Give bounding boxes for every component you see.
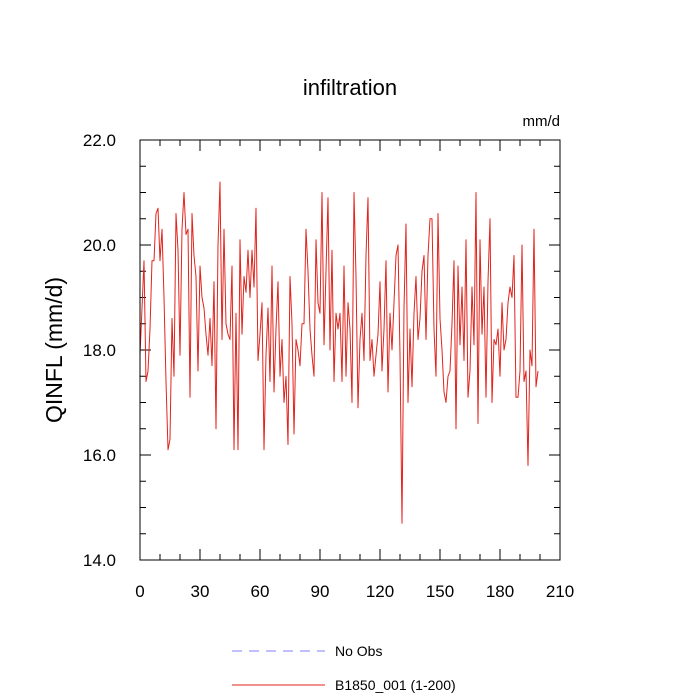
y-tick-label: 20.0 (83, 236, 116, 255)
y-tick-label: 22.0 (83, 131, 116, 150)
x-tick-label: 210 (546, 582, 574, 601)
y-tick-label: 14.0 (83, 551, 116, 570)
legend: No Obs B1850_001 (1-200) (232, 643, 456, 693)
x-tick-label: 90 (311, 582, 330, 601)
x-tick-label: 30 (191, 582, 210, 601)
y-axis-label: QINFL (mm/d) (41, 277, 67, 423)
legend-label-no-obs: No Obs (335, 643, 382, 659)
x-tick-labels: 0 30 60 90 120 150 180 210 (135, 582, 574, 601)
x-tick-label: 60 (251, 582, 270, 601)
y-tick-labels: 14.0 16.0 18.0 20.0 22.0 (83, 131, 116, 570)
axis-ticks (139, 139, 561, 561)
y-tick-label: 18.0 (83, 341, 116, 360)
x-tick-label: 150 (426, 582, 454, 601)
y-tick-label: 16.0 (83, 446, 116, 465)
x-tick-label: 0 (135, 582, 144, 601)
plot-frame (139, 139, 561, 561)
series-line-b1850 (139, 181, 539, 524)
x-tick-label: 180 (486, 582, 514, 601)
series-group (139, 181, 539, 524)
units-label: mm/d (523, 113, 561, 130)
legend-label-b1850: B1850_001 (1-200) (335, 677, 456, 693)
chart-title: infiltration (303, 75, 397, 100)
x-tick-label: 120 (366, 582, 394, 601)
